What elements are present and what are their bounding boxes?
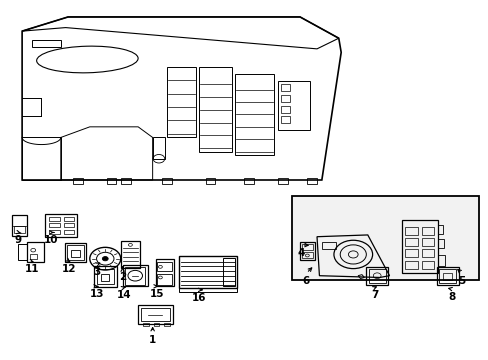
Text: 7: 7 (370, 290, 378, 300)
Bar (366, 267, 387, 284)
Bar (63, 217, 74, 221)
Bar (64, 243, 86, 262)
Bar (307, 178, 316, 184)
Bar (223, 258, 234, 286)
Text: 12: 12 (62, 264, 77, 274)
Bar (138, 305, 173, 324)
Bar (301, 252, 312, 258)
Text: 3: 3 (93, 267, 101, 277)
Bar (421, 261, 433, 269)
Circle shape (102, 257, 108, 261)
Bar (71, 250, 80, 257)
Bar (45, 214, 77, 237)
Bar (49, 230, 60, 234)
Bar (280, 116, 290, 123)
Bar (162, 178, 172, 184)
Bar (96, 269, 114, 284)
Bar (27, 242, 44, 262)
Text: 8: 8 (448, 292, 455, 302)
Bar (421, 227, 433, 235)
Text: 1: 1 (149, 335, 156, 345)
Bar (179, 288, 237, 292)
Bar (368, 269, 385, 283)
Bar (401, 220, 437, 273)
Bar (18, 244, 27, 260)
Bar (321, 242, 336, 249)
Bar (244, 178, 254, 184)
Bar (405, 249, 417, 257)
Bar (280, 84, 290, 91)
Bar (278, 81, 309, 130)
Bar (421, 238, 433, 246)
Bar (49, 217, 60, 221)
Bar (234, 74, 273, 155)
Text: 4: 4 (297, 248, 305, 258)
Text: 13: 13 (90, 289, 104, 299)
Bar (101, 274, 109, 281)
Text: 15: 15 (150, 289, 164, 299)
Bar (106, 178, 116, 184)
Bar (155, 259, 174, 286)
Bar (205, 178, 215, 184)
Bar (300, 242, 314, 260)
Bar (167, 67, 196, 138)
Bar (405, 238, 417, 246)
Bar (12, 215, 27, 236)
Text: 9: 9 (15, 235, 22, 245)
Bar (442, 273, 451, 280)
Text: 10: 10 (44, 235, 58, 245)
Bar (32, 40, 61, 47)
Bar (280, 95, 290, 102)
Bar (49, 223, 60, 228)
Bar (437, 225, 442, 234)
Bar (14, 226, 25, 233)
Bar (157, 274, 172, 284)
Bar (291, 195, 478, 280)
Bar (436, 267, 458, 284)
Text: 5: 5 (457, 276, 465, 286)
Bar (67, 245, 83, 260)
Bar (437, 239, 443, 248)
Bar (141, 308, 170, 321)
Bar (121, 178, 131, 184)
Bar (280, 105, 290, 113)
Bar (179, 256, 237, 288)
Bar (153, 323, 159, 327)
Text: 14: 14 (117, 290, 132, 300)
Bar (63, 230, 74, 234)
Bar (142, 323, 148, 327)
Text: 6: 6 (302, 276, 309, 286)
Bar (121, 241, 139, 268)
Bar (125, 267, 145, 284)
Bar (30, 254, 37, 259)
Bar (157, 261, 172, 271)
Bar (198, 67, 232, 152)
Bar (164, 323, 170, 327)
Text: 11: 11 (24, 264, 39, 274)
Bar (73, 178, 82, 184)
Bar (94, 266, 117, 287)
Text: 2: 2 (119, 273, 126, 283)
Bar (63, 223, 74, 228)
Bar (437, 255, 444, 266)
Bar (421, 249, 433, 257)
Bar (278, 178, 287, 184)
Bar (152, 138, 164, 159)
Bar (301, 244, 312, 250)
Text: 16: 16 (191, 293, 205, 303)
Bar (405, 227, 417, 235)
Bar (122, 265, 147, 286)
Bar (438, 269, 455, 283)
Bar (405, 261, 417, 269)
